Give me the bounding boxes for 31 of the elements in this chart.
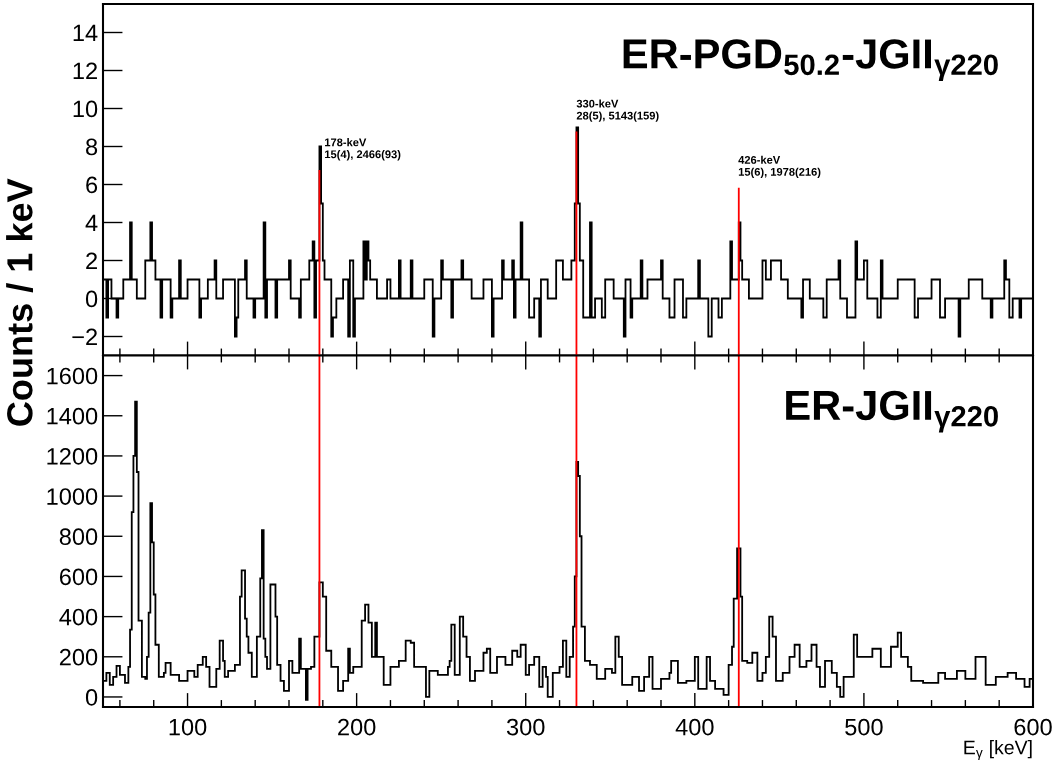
x-tick-label: 500 bbox=[845, 718, 883, 736]
y-tick-label: 0 bbox=[85, 290, 98, 308]
x-tick-label: 400 bbox=[675, 718, 714, 736]
y-tick-label: 600 bbox=[59, 568, 98, 586]
text: ER-PGD$_{50.2}$-JGII$_{γ220}$ bbox=[623, 39, 998, 81]
annotation: 330-keV 28(5), 5143(159) bbox=[576, 99, 659, 122]
y-tick-label: 400 bbox=[59, 608, 98, 626]
text: ER-JGII$_{γ220}$ bbox=[786, 390, 998, 433]
y-tick-label: 200 bbox=[59, 648, 98, 666]
y-axis-title: Counts / 1 keV bbox=[6, 178, 33, 426]
x-tick-label: 600 bbox=[1014, 718, 1052, 736]
y-tick-label: 1000 bbox=[47, 488, 98, 505]
y-tick-label: 6 bbox=[86, 176, 98, 194]
annotation: 178-keV 15(4), 2466(93) bbox=[325, 138, 401, 161]
y-tick-label: 1400 bbox=[47, 407, 98, 425]
x-axis-title: E$_{γ}$ [keV] bbox=[964, 740, 1032, 761]
y-tick-label: 14 bbox=[73, 24, 98, 42]
y-tick-label: 1600 bbox=[47, 367, 98, 385]
y-tick-label: 800 bbox=[59, 528, 98, 546]
y-tick-label: 4 bbox=[85, 214, 98, 232]
x-tick-label: 300 bbox=[506, 718, 545, 736]
y-tick-label: −2 bbox=[72, 328, 97, 346]
y-tick-label: 0 bbox=[85, 689, 98, 706]
y-tick-label: 8 bbox=[86, 138, 98, 156]
y-tick-label: 1200 bbox=[47, 448, 98, 465]
y-tick-label: 2 bbox=[86, 252, 97, 270]
y-tick-label: 12 bbox=[73, 62, 97, 80]
x-tick-label: 200 bbox=[338, 718, 376, 736]
annotation: 426-keV 15(6), 1978(216) bbox=[738, 155, 821, 178]
x-tick-label: 100 bbox=[169, 718, 207, 736]
y-tick-label: 10 bbox=[73, 100, 98, 118]
